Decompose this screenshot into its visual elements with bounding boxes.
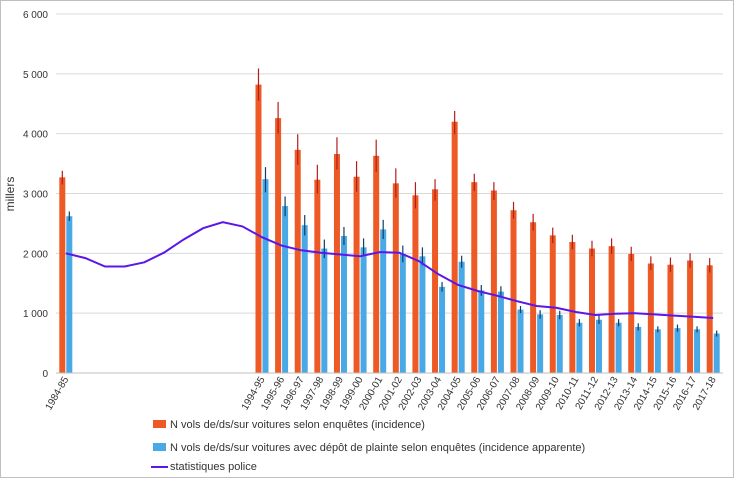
bar-incidence [314,179,321,373]
bar-incidence [412,195,419,373]
bar-incidence [588,248,595,373]
bar-incidence-apparente [713,333,720,373]
bar-incidence-apparente [360,247,367,373]
bar-incidence [392,183,399,373]
bars [59,84,720,373]
bar-incidence [275,118,282,373]
bar-incidence [333,154,340,373]
bar-incidence [706,265,713,373]
y-axis-label: millers [3,177,17,212]
bar-incidence [608,246,615,373]
bar-incidence [59,177,66,373]
y-axis: 0 1 000 2 000 3 000 4 000 5 000 6 000 [23,10,48,380]
y-tick-label: 4 000 [23,130,48,141]
bar-incidence-apparente [399,253,406,373]
bar-incidence [530,222,537,373]
bar-incidence-apparente [595,319,602,373]
bar-incidence-apparente [282,206,289,373]
y-tick-label: 3 000 [23,190,48,201]
bar-incidence [451,121,458,373]
x-tick-label: 1984-85 [44,375,72,413]
bar-incidence [667,264,674,373]
gridlines [56,13,723,314]
y-tick-label: 1 000 [23,309,48,320]
bar-incidence-apparente [301,225,308,373]
bar-incidence-apparente [537,314,544,373]
bar-incidence-apparente [556,314,563,373]
legend-label-police: statistiques police [170,461,257,473]
bar-incidence-apparente [615,322,622,373]
legend-swatch-incidence-apparente [153,443,166,451]
bar-incidence-apparente [380,229,387,373]
bar-incidence [432,189,439,373]
y-tick-label: 2 000 [23,249,48,260]
legend: N vols de/ds/sur voitures selon enquêtes… [151,419,585,473]
bar-incidence [353,176,360,373]
bar-incidence [255,84,262,373]
bar-incidence-apparente [478,290,485,373]
y-tick-label: 0 [42,369,48,380]
error-bars [61,68,718,337]
bar-incidence-apparente [340,235,347,373]
bar-incidence [549,235,556,373]
police-line [65,221,714,319]
bar-incidence-apparente [694,329,701,373]
legend-swatch-incidence [153,420,166,428]
bar-incidence-apparente [439,286,446,373]
bar-incidence [510,210,517,373]
x-axis-labels: 1984-85 1994-951995-961996-971997-981998-… [44,375,719,413]
bar-incidence-apparente [635,326,642,373]
legend-label-incidence-apparente: N vols de/ds/sur voitures avec dépôt de … [170,442,585,454]
bar-incidence [490,190,497,373]
legend-label-incidence: N vols de/ds/sur voitures selon enquêtes… [170,419,425,431]
bar-incidence-apparente [517,309,524,373]
bar-incidence [569,241,576,373]
bar-incidence-apparente [654,329,661,373]
bar-incidence-apparente [458,261,465,373]
bar-incidence [471,182,478,373]
bar-incidence [373,155,380,373]
bar-incidence-apparente [419,256,426,373]
bar-incidence [294,149,301,373]
bar-incidence-apparente [674,328,681,373]
bar-incidence-apparente [497,291,504,373]
bar-incidence [647,263,654,373]
y-tick-label: 6 000 [23,10,48,21]
bar-incidence-apparente [576,322,583,373]
bar-incidence-apparente [262,179,269,373]
y-tick-label: 5 000 [23,70,48,81]
line-statistiques-police [65,221,714,319]
bar-incidence-apparente [66,216,73,373]
bar-incidence-apparente [321,248,328,373]
